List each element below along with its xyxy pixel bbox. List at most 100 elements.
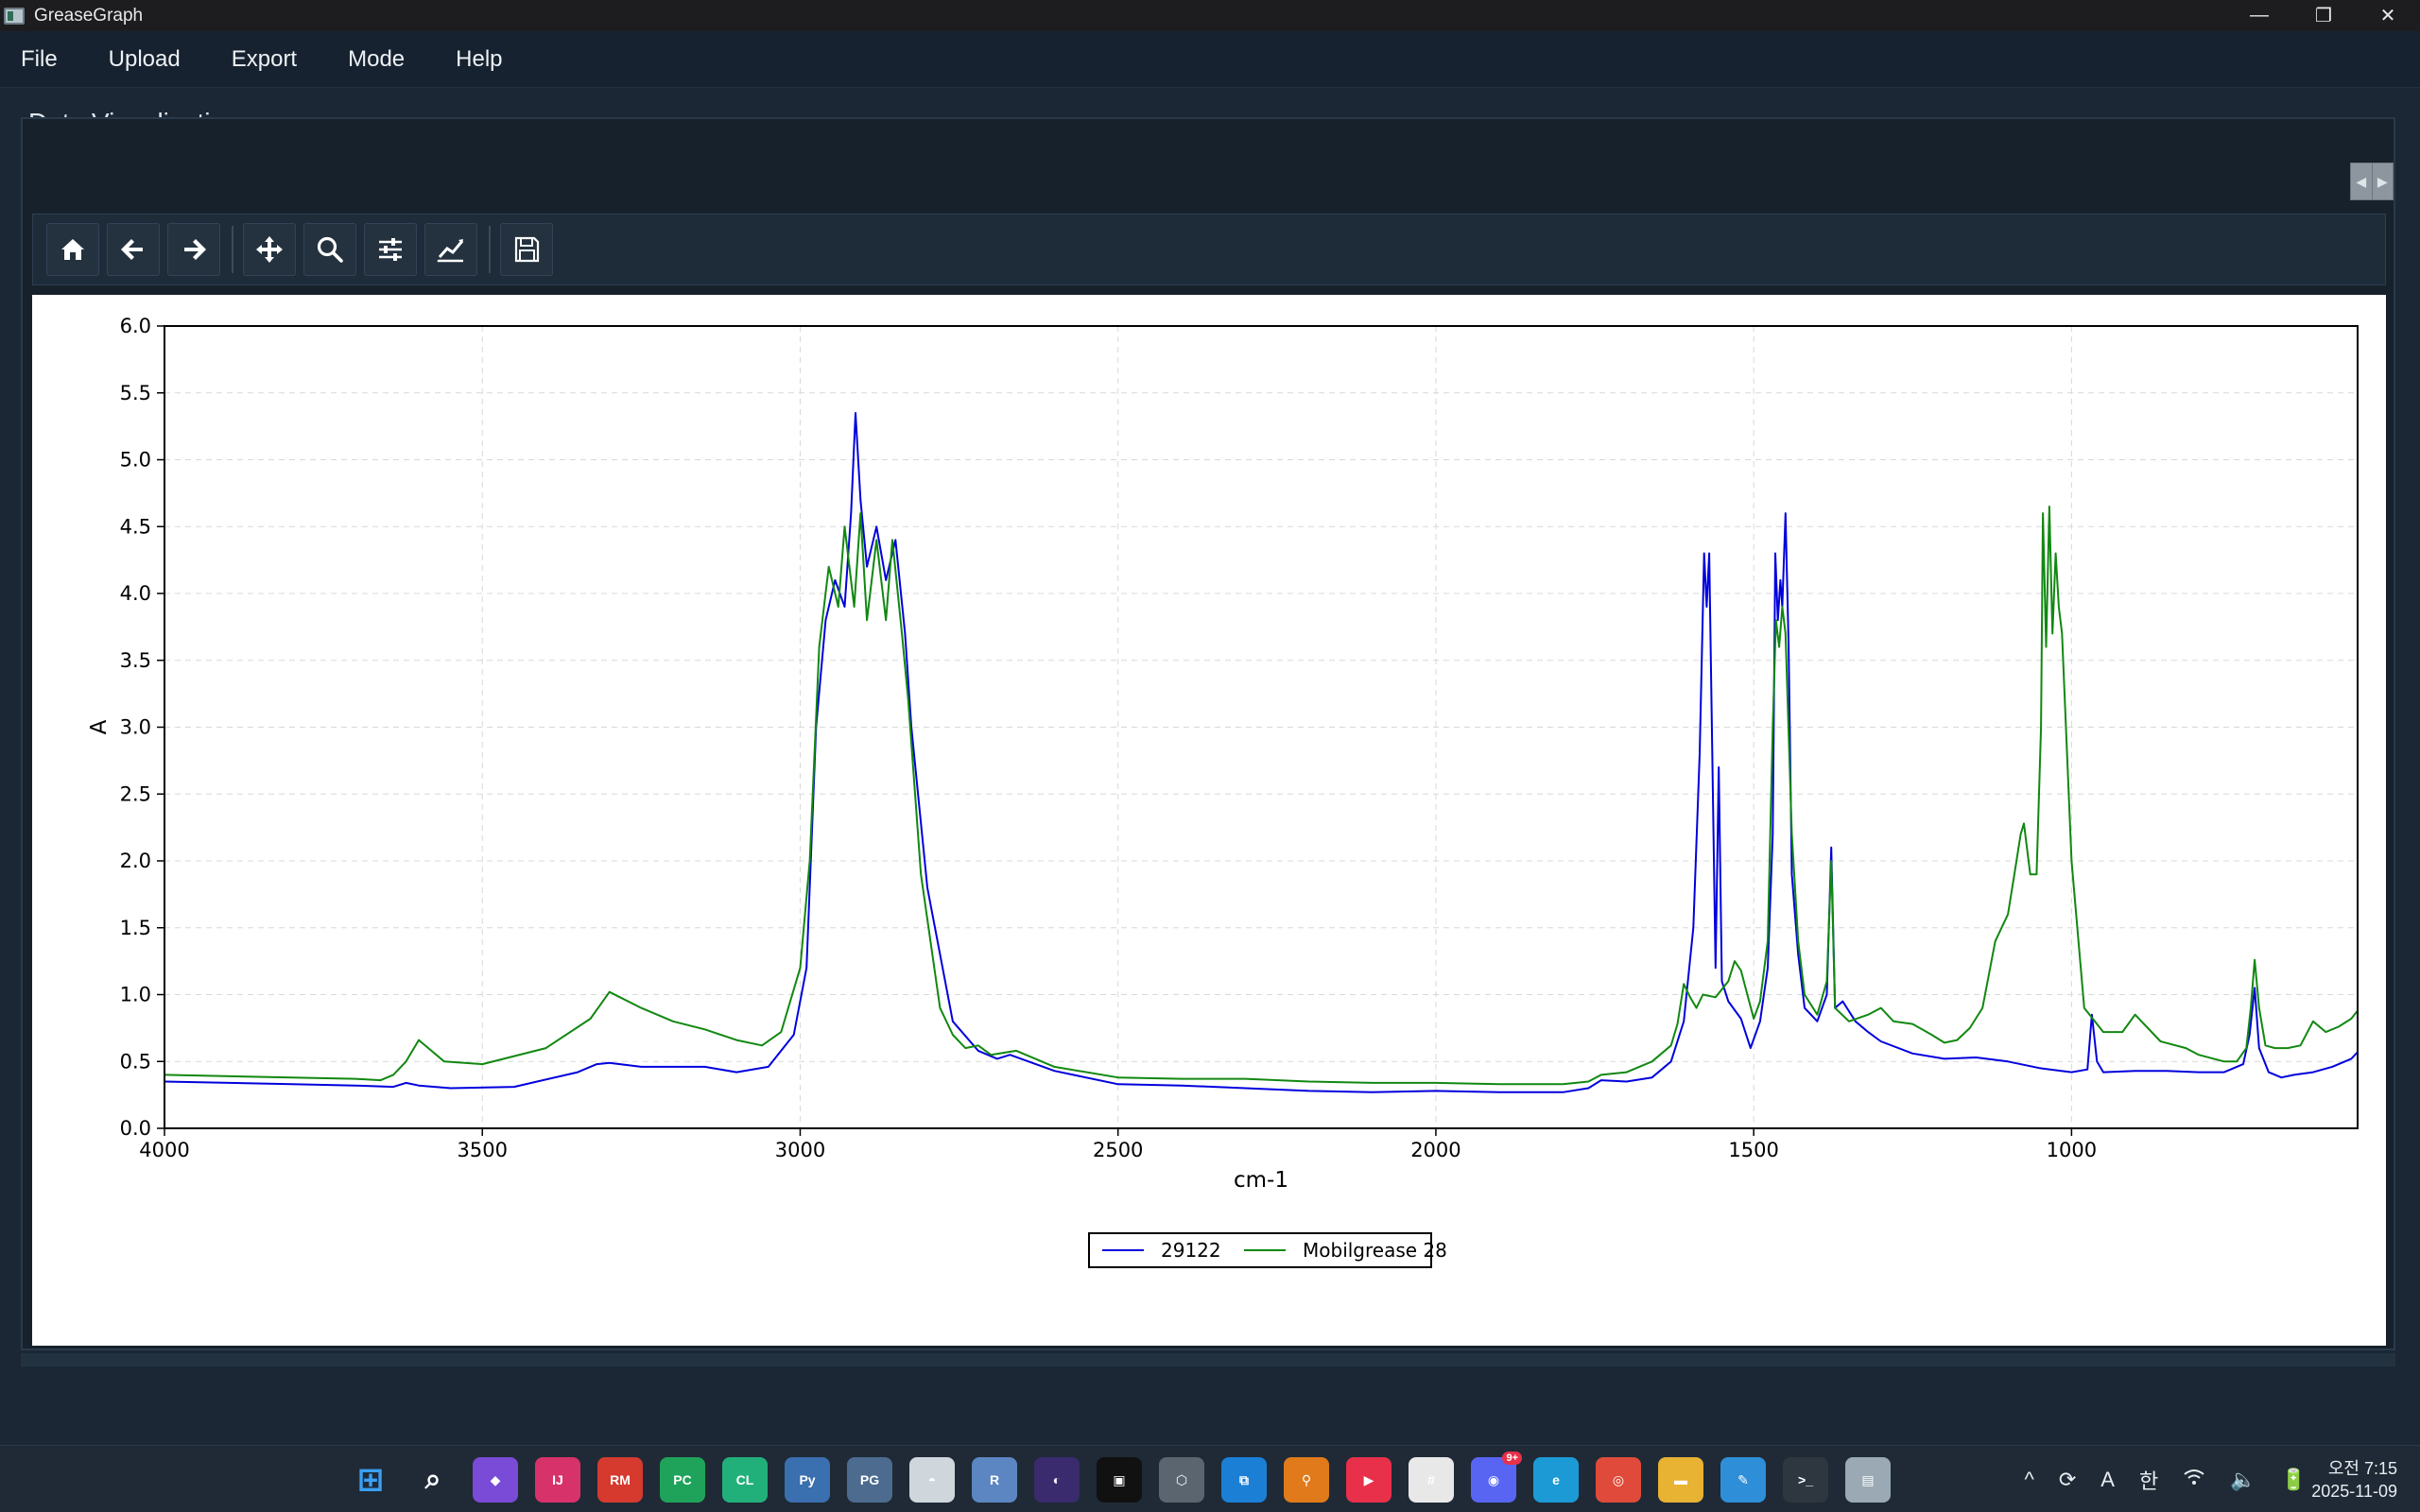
y-tick-label: 4.0 — [120, 582, 151, 605]
python-icon[interactable]: Py — [785, 1457, 830, 1503]
discord-icon[interactable]: ◉ 9+ — [1471, 1452, 1522, 1503]
edit-axis-button[interactable] — [424, 223, 477, 276]
x-tick-label: 1000 — [2047, 1139, 2097, 1161]
zoom-icon — [317, 236, 343, 263]
legend-label: Mobilgrease 28 — [1303, 1239, 1447, 1262]
configure-subplots-button[interactable] — [364, 223, 417, 276]
blender-icon[interactable]: ⬡ — [1159, 1457, 1204, 1503]
r-icon[interactable]: R — [972, 1457, 1017, 1503]
clion-icon[interactable]: CL — [722, 1457, 768, 1503]
menu-help[interactable]: Help — [456, 45, 503, 72]
menu-export[interactable]: Export — [231, 45, 298, 72]
edge-icon[interactable]: e — [1533, 1457, 1579, 1503]
chrome-icon[interactable]: ◎ — [1596, 1457, 1641, 1503]
x-axis-label: cm-1 — [1234, 1168, 1288, 1193]
forward-button[interactable] — [167, 223, 220, 276]
tray-sync-icon[interactable]: ⟳ — [2058, 1468, 2077, 1491]
x-tick-label: 4000 — [139, 1139, 189, 1161]
media-player-icon[interactable]: ▶ — [1346, 1457, 1392, 1503]
x-tick-label: 3000 — [775, 1139, 825, 1161]
tray-wifi-icon[interactable] — [2183, 1468, 2205, 1492]
y-tick-label: 3.0 — [120, 716, 151, 739]
series-line-sample — [164, 412, 2359, 1093]
chart-canvas[interactable]: 4000 3500 3000 2500 2000 1500 1000 0.0 0.5 1.0 1.5… — [32, 295, 2386, 1346]
tray-volume-icon[interactable]: 🔈 — [2230, 1468, 2256, 1491]
file-explorer-icon[interactable]: ▬ — [1658, 1457, 1703, 1503]
menu-bar: File Upload Export Mode Help — [0, 31, 2420, 88]
clock[interactable]: 오전 7:15 2025-11-09 — [2311, 1457, 2397, 1503]
status-strip — [21, 1353, 2395, 1366]
terminal-icon[interactable]: >_ — [1783, 1457, 1828, 1503]
copilot-icon[interactable]: ◆ — [473, 1457, 518, 1503]
window-controls: — ❐ ✕ — [2227, 0, 2420, 31]
start-icon[interactable]: ⊞ — [356, 1462, 385, 1498]
discord-badge: 9+ — [1502, 1452, 1522, 1465]
system-tray: ^ ⟳ A 한 🔈 🔋 — [1999, 1455, 2307, 1504]
edit-axis-icon — [437, 239, 464, 263]
menu-upload[interactable]: Upload — [108, 45, 181, 72]
eclipse-icon[interactable]: ◐ — [1034, 1457, 1080, 1503]
tray-overflow-icon[interactable]: ^ — [2024, 1468, 2034, 1491]
search-icon[interactable]: ⌕ — [410, 1457, 456, 1503]
window-title: GreaseGraph — [34, 5, 144, 26]
x-tick-label: 3500 — [458, 1139, 508, 1161]
plot-toolbar — [32, 214, 2386, 285]
home-button[interactable] — [46, 223, 99, 276]
y-tick-label: 1.0 — [120, 984, 151, 1006]
clock-date: 2025-11-09 — [2311, 1482, 2397, 1501]
back-button[interactable] — [107, 223, 160, 276]
x-tick-label: 2500 — [1093, 1139, 1143, 1161]
legend-label: 29122 — [1161, 1239, 1221, 1262]
tray-ime-icon[interactable]: 한 — [2138, 1469, 2159, 1493]
close-button[interactable]: ✕ — [2379, 6, 2396, 26]
magnifier-icon[interactable]: ⚲ — [1284, 1457, 1329, 1503]
y-tick-label: 4.5 — [120, 515, 151, 538]
minimize-button[interactable]: — — [2250, 5, 2269, 26]
greasegraph-icon[interactable]: ▤ — [1845, 1457, 1891, 1503]
y-tick-label: 3.5 — [120, 649, 151, 672]
inkscape-icon[interactable]: ◓ — [909, 1457, 955, 1503]
y-tick-label: 6.0 — [120, 315, 151, 337]
y-axis-label: A — [87, 719, 112, 734]
restore-button[interactable]: ❐ — [2315, 6, 2332, 26]
intellij-icon[interactable]: IJ — [535, 1457, 580, 1503]
toolbar-separator — [232, 226, 233, 273]
zoom-button[interactable] — [303, 223, 356, 276]
vscode-icon[interactable]: ⧉ — [1221, 1457, 1267, 1503]
y-tick-label: 0.5 — [120, 1050, 151, 1073]
tab-scroll-buttons: ◀ ▶ — [2350, 163, 2394, 200]
y-tick-label: 1.5 — [120, 917, 151, 939]
pan-button[interactable] — [243, 223, 296, 276]
tab-scroll-left-button[interactable]: ◀ — [2356, 173, 2367, 189]
slack-icon[interactable]: # — [1409, 1457, 1454, 1503]
x-tick-label: 2000 — [1410, 1139, 1461, 1161]
taskbar: ⊞ ⌕ ◆ IJ RM PC CL Py PG ◓ R ◐ ▣ ⬡ ⧉ ⚲ ▶ # ◉ 9+ e ◎ ▬ ✎ >_ ▤ ^ ⟳ A… — [0, 1445, 2420, 1512]
pan-icon — [256, 236, 283, 263]
tray-battery-icon[interactable]: 🔋 — [2280, 1468, 2307, 1491]
save-figure-button[interactable] — [500, 223, 553, 276]
tab-scroll-right-button[interactable]: ▶ — [2371, 163, 2394, 199]
home-icon — [61, 239, 84, 260]
y-tick-label: 2.5 — [120, 782, 151, 805]
y-tick-label: 0.0 — [120, 1117, 151, 1140]
taskbar-apps: ⊞ ⌕ ◆ IJ RM PC CL Py PG ◓ R ◐ ▣ ⬡ ⧉ ⚲ ▶ # ◉ 9+ e ◎ ▬ ✎ >_ ▤ — [348, 1452, 1908, 1504]
paint-icon[interactable]: ✎ — [1720, 1457, 1766, 1503]
y-tick-label: 5.0 — [120, 449, 151, 472]
postgres-icon[interactable]: PG — [847, 1457, 892, 1503]
pycharm-icon[interactable]: PC — [660, 1457, 705, 1503]
unity-icon[interactable]: ▣ — [1097, 1457, 1142, 1503]
toolbar-separator — [489, 226, 491, 273]
clock-time: 오전 7:15 — [2327, 1459, 2397, 1478]
configure-subplots-icon — [379, 238, 402, 261]
menu-file[interactable]: File — [21, 45, 58, 72]
y-tick-label: 2.0 — [120, 850, 151, 872]
spectrum-chart: 4000 3500 3000 2500 2000 1500 1000 0.0 0.5 1.0 1.5… — [87, 315, 2359, 1268]
save-icon — [514, 236, 540, 263]
y-tick-label: 5.5 — [120, 382, 151, 404]
app-logo-icon — [4, 7, 25, 25]
menu-mode[interactable]: Mode — [348, 45, 406, 72]
tray-input-mode-icon[interactable]: A — [2100, 1468, 2115, 1491]
back-arrow-icon — [121, 239, 143, 260]
rubymine-icon[interactable]: RM — [597, 1457, 643, 1503]
series-line-reference — [164, 506, 2359, 1086]
